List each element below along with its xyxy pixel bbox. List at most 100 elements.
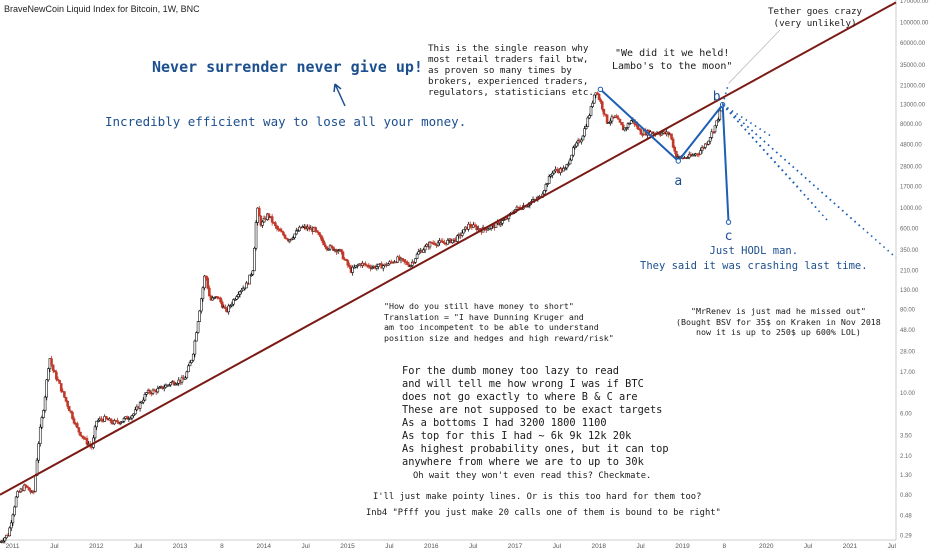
candle (364, 263, 367, 266)
candle (446, 240, 449, 245)
y-tick-label: 1.30 (900, 473, 912, 479)
dotted-target (722, 104, 897, 259)
candle (295, 230, 298, 235)
candle (55, 371, 58, 380)
x-tick-label: 8 (723, 543, 727, 550)
candle (14, 496, 18, 508)
candle (412, 261, 416, 264)
candle (274, 222, 277, 227)
candle (69, 410, 73, 413)
candle (162, 386, 166, 389)
candle (185, 371, 189, 379)
candle (216, 296, 219, 299)
candle (245, 282, 248, 289)
candle (254, 222, 258, 249)
candle (375, 266, 379, 269)
candle (72, 418, 76, 424)
candle (638, 128, 641, 130)
candle (188, 362, 192, 367)
candle (381, 265, 385, 269)
candle (53, 370, 57, 373)
candle (233, 299, 237, 301)
candle (401, 258, 404, 260)
candle (100, 418, 103, 421)
candle (707, 140, 710, 145)
candle (592, 94, 596, 104)
candle (183, 377, 187, 380)
x-tick-label: Jul (888, 543, 897, 550)
candle (113, 420, 116, 425)
candle (203, 275, 206, 289)
candle (195, 332, 198, 342)
candle (129, 417, 132, 420)
candle (156, 388, 160, 393)
candle (502, 219, 506, 221)
tether-note: Tether goes crazy (very unlikely) (768, 6, 863, 29)
candle (248, 274, 251, 285)
y-tick-label: 21000.00 (900, 83, 926, 89)
y-tick-label: 130.00 (900, 288, 919, 294)
candle (67, 406, 71, 412)
abc-path (599, 88, 730, 223)
candle (193, 340, 197, 355)
candle (227, 305, 230, 313)
candle (199, 298, 203, 312)
candle (208, 287, 211, 297)
candle (251, 270, 255, 275)
candle (670, 133, 673, 140)
candle (51, 364, 55, 371)
candle (122, 418, 126, 422)
candle (119, 422, 123, 424)
candle (64, 396, 68, 402)
candle (402, 259, 406, 262)
candle (125, 416, 129, 420)
candle (422, 249, 425, 253)
candle (605, 114, 609, 124)
candle (327, 248, 330, 251)
candle (609, 120, 612, 123)
candle (320, 236, 324, 242)
candle (280, 230, 284, 233)
candle (451, 239, 454, 244)
candle (344, 258, 348, 261)
y-tick-label: 60000.00 (900, 41, 926, 47)
candle (686, 157, 689, 159)
candle (629, 120, 633, 124)
y-tick-label: 28.00 (900, 350, 916, 356)
candle (291, 237, 295, 240)
trendline (0, 1, 897, 496)
candle (262, 218, 266, 223)
candle (249, 274, 253, 276)
candle (180, 377, 184, 383)
candle (544, 184, 548, 191)
candle (702, 147, 706, 149)
candle (718, 110, 722, 120)
x-tick-label: Jul (804, 543, 813, 550)
candle (628, 123, 631, 125)
candle (224, 306, 227, 309)
candle (406, 261, 409, 265)
candle (716, 119, 720, 122)
candle (22, 484, 26, 491)
candle (261, 221, 264, 226)
candle (219, 297, 222, 303)
candle (410, 261, 414, 266)
candle (296, 230, 300, 232)
candle (278, 228, 282, 232)
candle (348, 264, 351, 268)
y-tick-label: 4800.00 (900, 143, 922, 149)
candle (700, 147, 704, 151)
candle (468, 223, 472, 227)
candle (75, 423, 79, 428)
candle (293, 233, 296, 238)
candle (198, 310, 201, 322)
candle (8, 527, 11, 537)
candle (699, 150, 702, 155)
candle (478, 228, 482, 231)
dumb-money-note: For the dumb money too lazy to read and … (402, 365, 669, 468)
x-tick-label: 2013 (173, 543, 188, 550)
candle (82, 436, 86, 439)
candle (562, 167, 565, 172)
candle (488, 227, 491, 230)
